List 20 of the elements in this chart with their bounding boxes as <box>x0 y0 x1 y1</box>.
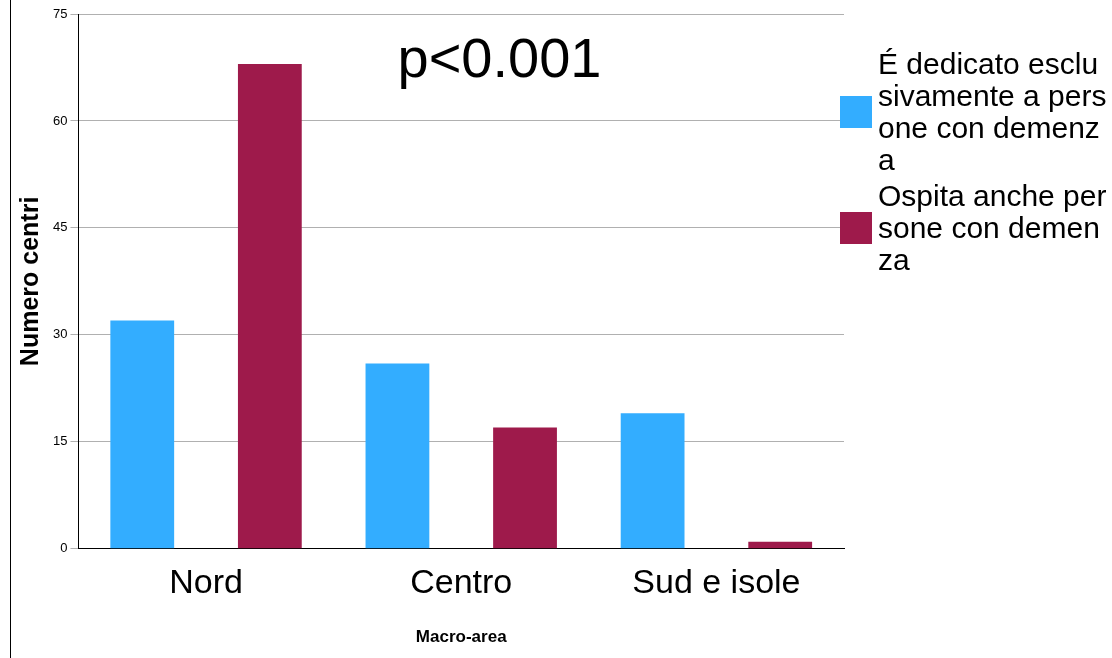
y-tick-label: 75 <box>52 5 68 21</box>
y-tick-label: 15 <box>52 433 68 449</box>
annotation: p<0.001 <box>397 26 602 90</box>
y-tick-label: 45 <box>52 219 68 235</box>
bar <box>365 363 430 549</box>
y-tick-label: 60 <box>52 112 68 128</box>
y-tick-label: 30 <box>52 326 68 342</box>
bar <box>237 63 302 549</box>
y-axis-title: Numero centri <box>14 196 43 367</box>
bar <box>748 541 813 549</box>
bar <box>110 320 175 549</box>
x-tick-label: Centro <box>410 561 513 600</box>
x-tick-label: Nord <box>169 561 243 600</box>
x-tick-label: Sud e isole <box>632 561 801 600</box>
bar <box>620 413 685 549</box>
bar <box>493 427 557 549</box>
y-tick-label: 0 <box>60 540 68 556</box>
x-axis-title: Macro-area <box>415 627 508 647</box>
legend-label: É dedicato esclusivamente a persone con demenza <box>878 47 1108 176</box>
legend-label: Ospita anche persone con demenza <box>878 179 1108 276</box>
